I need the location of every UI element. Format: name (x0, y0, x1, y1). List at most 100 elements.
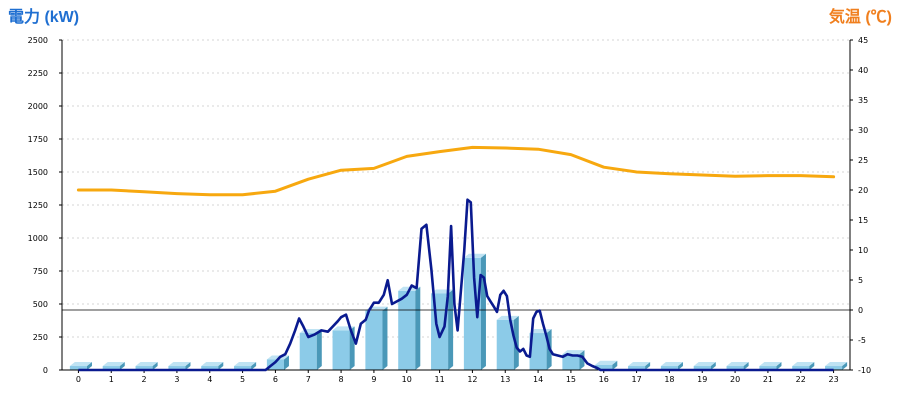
left-axis-title: 電力 (kW) (8, 7, 79, 26)
bar-side (448, 289, 454, 370)
power-bar (234, 362, 257, 370)
right-tick-label: 30 (858, 126, 868, 135)
bar-front (135, 366, 153, 370)
bar-front (726, 366, 744, 370)
bar-front (365, 310, 383, 370)
x-tick-label: 13 (500, 375, 510, 384)
x-tick-label: 1 (109, 375, 114, 384)
power-bar (201, 362, 224, 370)
x-tick-label: 23 (828, 375, 838, 384)
x-tick-label: 22 (796, 375, 806, 384)
bar-side (119, 362, 125, 370)
right-tick-label: 10 (858, 246, 868, 255)
bar-side (251, 362, 257, 370)
right-tick-label: -10 (858, 366, 871, 375)
bar-side (86, 362, 92, 370)
right-tick-label: 20 (858, 186, 868, 195)
x-tick-label: 10 (402, 375, 412, 384)
bar-front (201, 366, 219, 370)
bar-side (382, 306, 388, 370)
left-tick-label: 1250 (28, 201, 48, 210)
power-bar (463, 253, 486, 370)
bar-top (660, 362, 683, 367)
right-tick-label: -5 (858, 336, 866, 345)
x-tick-label: 0 (76, 375, 81, 384)
power-bar (299, 329, 322, 370)
left-tick-label: 1000 (28, 234, 48, 243)
bar-side (743, 362, 749, 370)
bar-top (726, 362, 749, 367)
bar-side (415, 286, 421, 370)
left-tick-label: 1750 (28, 135, 48, 144)
power-bar (365, 306, 388, 370)
x-tick-label: 8 (339, 375, 344, 384)
power-bar (69, 362, 92, 370)
bar-front (398, 290, 416, 370)
bar-front (168, 366, 186, 370)
bar-front (266, 359, 284, 370)
right-axis-title: 気温 (℃) (829, 7, 892, 26)
bar-top (792, 362, 815, 367)
power-bar (562, 350, 585, 370)
right-tick-label: 5 (858, 276, 863, 285)
right-tick-label: 35 (858, 96, 868, 105)
bar-side (185, 362, 191, 370)
temperature-line (76, 145, 836, 197)
x-tick-label: 15 (566, 375, 576, 384)
power-line-path (78, 198, 834, 372)
left-tick-label: 2000 (28, 102, 48, 111)
x-tick-label: 14 (533, 375, 543, 384)
power-bar (660, 362, 683, 370)
temperature-line-path (76, 145, 836, 197)
x-tick-label: 12 (467, 375, 477, 384)
power-bar (135, 362, 158, 370)
bar-top (168, 362, 191, 367)
power-bar (168, 362, 191, 370)
left-tick-label: 2500 (28, 36, 48, 45)
bar-front (792, 366, 810, 370)
power-bar (792, 362, 815, 370)
bar-side (218, 362, 224, 370)
bar-top (234, 362, 257, 367)
right-tick-label: 40 (858, 66, 868, 75)
power-bar (102, 362, 125, 370)
left-tick-label: 750 (33, 267, 48, 276)
x-tick-label: 21 (763, 375, 773, 384)
bar-side (480, 253, 486, 370)
bar-top (102, 362, 125, 367)
bar-side (645, 362, 651, 370)
x-tick-label: 11 (434, 375, 444, 384)
bar-front (69, 366, 87, 370)
bar-side (842, 362, 848, 370)
x-tick-label: 7 (306, 375, 311, 384)
tick-labels: 02505007501000125015001750200022502500-1… (28, 36, 871, 384)
bar-front (562, 354, 580, 370)
bar-front (299, 333, 317, 370)
bar-top (135, 362, 158, 367)
bar-side (152, 362, 158, 370)
power-bar (759, 362, 782, 370)
bar-side (677, 362, 683, 370)
right-tick-label: 15 (858, 216, 868, 225)
bar-top (628, 362, 651, 367)
power-bar (628, 362, 651, 370)
bar-top (595, 360, 618, 365)
x-tick-label: 5 (240, 375, 245, 384)
x-tick-label: 3 (174, 375, 179, 384)
x-tick-label: 20 (730, 375, 740, 384)
left-tick-label: 0 (43, 366, 48, 375)
bar-front (660, 366, 678, 370)
power-line (78, 198, 834, 372)
bar-front (234, 366, 252, 370)
x-tick-label: 9 (371, 375, 376, 384)
x-tick-label: 6 (273, 375, 278, 384)
power-bar (726, 362, 749, 370)
bar-side (316, 329, 322, 370)
bar-front (595, 364, 613, 370)
bar-front (628, 366, 646, 370)
bar-front (693, 366, 711, 370)
right-tick-label: 25 (858, 156, 868, 165)
right-tick-label: 45 (858, 36, 868, 45)
bar-front (496, 319, 514, 370)
gridlines (62, 39, 850, 338)
